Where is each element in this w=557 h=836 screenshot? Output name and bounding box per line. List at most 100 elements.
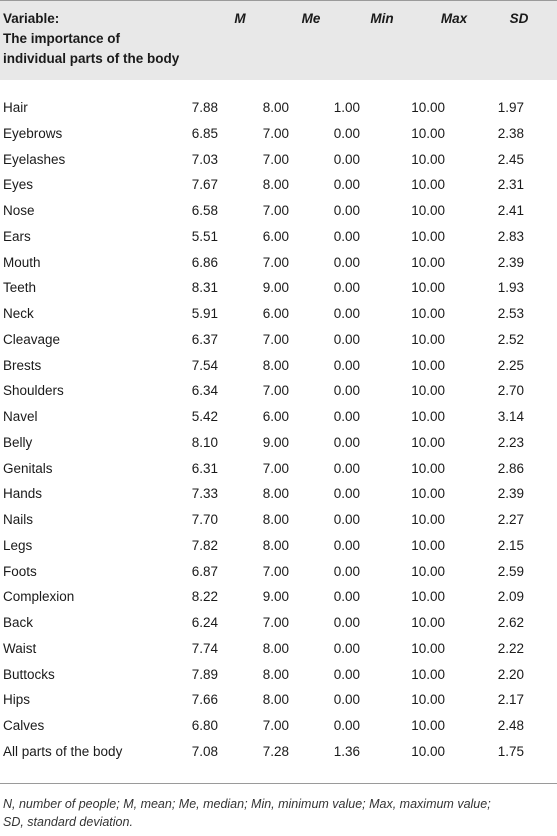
cell-sd: 2.31 xyxy=(497,177,524,193)
cell-mean: 6.86 xyxy=(191,254,218,270)
cell-min: 0.00 xyxy=(333,254,360,270)
header-sd: SD xyxy=(509,11,529,26)
cell-variable: Neck xyxy=(3,306,34,321)
cell-mean: 7.70 xyxy=(191,512,218,527)
cell-max: 10.00 xyxy=(411,434,445,450)
table-row: Cleavage 6.37 7.00 0.00 10.00 2.52 xyxy=(0,327,557,353)
cell-median: 8.00 xyxy=(262,666,289,682)
cell-max: 10.00 xyxy=(411,666,445,682)
cell-sd: 2.70 xyxy=(497,383,524,399)
cell-median: 8.00 xyxy=(262,486,289,502)
cell-min: 0.00 xyxy=(333,718,360,733)
table-row: Genitals 6.31 7.00 0.00 10.00 2.86 xyxy=(0,456,557,482)
cell-mean: 7.66 xyxy=(191,692,218,708)
table-footnote: N, number of people; M, mean; Me, median… xyxy=(3,795,555,831)
cell-max: 10.00 xyxy=(411,254,445,270)
cell-median: 7.28 xyxy=(262,743,289,759)
cell-max: 10.00 xyxy=(411,306,445,321)
cell-median: 9.00 xyxy=(262,434,289,450)
table-row: Buttocks 7.89 8.00 0.00 10.00 2.20 xyxy=(0,662,557,688)
table-row: Ears 5.51 6.00 0.00 10.00 2.83 xyxy=(0,224,557,250)
cell-sd: 2.83 xyxy=(497,228,524,244)
cell-min: 0.00 xyxy=(333,589,360,605)
cell-mean: 6.34 xyxy=(191,383,218,399)
table-row: Hands 7.33 8.00 0.00 10.00 2.39 xyxy=(0,481,557,507)
cell-median: 7.00 xyxy=(262,383,289,399)
cell-median: 8.00 xyxy=(262,177,289,193)
cell-min: 0.00 xyxy=(333,177,360,193)
cell-min: 0.00 xyxy=(333,151,360,167)
table-row: Teeth 8.31 9.00 0.00 10.00 1.93 xyxy=(0,275,557,301)
cell-variable: Complexion xyxy=(3,589,75,605)
cell-sd: 2.62 xyxy=(497,615,524,630)
cell-median: 7.00 xyxy=(262,203,289,218)
footnote-line1: N, number of people; M, mean; Me, median… xyxy=(3,797,491,811)
table-row: Nails 7.70 8.00 0.00 10.00 2.27 xyxy=(0,507,557,533)
cell-max: 10.00 xyxy=(411,486,445,502)
cell-max: 10.00 xyxy=(411,383,445,399)
cell-max: 10.00 xyxy=(411,692,445,708)
cell-median: 9.00 xyxy=(262,589,289,605)
cell-median: 8.00 xyxy=(262,100,289,115)
header-mean: M xyxy=(234,11,246,26)
table-header: Variable: The importance of individual p… xyxy=(0,0,557,80)
header-variable-line1: Variable: xyxy=(3,11,60,26)
cell-mean: 5.51 xyxy=(191,228,218,244)
cell-variable: Mouth xyxy=(3,254,41,270)
cell-variable: Hands xyxy=(3,486,43,502)
cell-min: 0.00 xyxy=(333,434,360,450)
cell-max: 10.00 xyxy=(411,177,445,193)
cell-max: 10.00 xyxy=(411,331,445,347)
cell-min: 0.00 xyxy=(333,280,360,296)
header-variable-line2: The importance of xyxy=(3,31,121,46)
cell-sd: 2.53 xyxy=(497,306,524,321)
cell-sd: 1.93 xyxy=(497,280,524,296)
cell-min: 0.00 xyxy=(333,409,360,424)
cell-mean: 7.08 xyxy=(191,743,218,759)
cell-sd: 2.38 xyxy=(497,125,524,141)
cell-variable: Nose xyxy=(3,203,35,218)
cell-min: 0.00 xyxy=(333,640,360,656)
cell-median: 9.00 xyxy=(262,280,289,296)
cell-variable: Brests xyxy=(3,357,42,373)
table-row: Calves 6.80 7.00 0.00 10.00 2.48 xyxy=(0,713,557,739)
cell-min: 0.00 xyxy=(333,486,360,502)
cell-min: 0.00 xyxy=(333,228,360,244)
cell-variable: Eyes xyxy=(3,177,34,193)
cell-median: 7.00 xyxy=(262,125,289,141)
cell-max: 10.00 xyxy=(411,203,445,218)
cell-variable: Buttocks xyxy=(3,666,55,682)
cell-sd: 2.39 xyxy=(497,254,524,270)
table-row: Eyelashes 7.03 7.00 0.00 10.00 2.45 xyxy=(0,147,557,173)
cell-sd: 2.86 xyxy=(497,460,524,476)
cell-median: 6.00 xyxy=(262,306,289,321)
cell-sd: 2.17 xyxy=(497,692,524,708)
cell-mean: 7.33 xyxy=(191,486,218,502)
cell-median: 7.00 xyxy=(262,254,289,270)
cell-max: 10.00 xyxy=(411,125,445,141)
cell-sd: 1.75 xyxy=(497,743,524,759)
cell-max: 10.00 xyxy=(411,460,445,476)
cell-variable: Cleavage xyxy=(3,331,61,347)
cell-variable: Belly xyxy=(3,434,33,450)
cell-median: 8.00 xyxy=(262,692,289,708)
table-row: Complexion 8.22 9.00 0.00 10.00 2.09 xyxy=(0,584,557,610)
cell-min: 0.00 xyxy=(333,666,360,682)
cell-mean: 7.82 xyxy=(191,537,218,553)
cell-mean: 6.31 xyxy=(191,460,218,476)
cell-sd: 2.48 xyxy=(497,718,524,733)
cell-min: 0.00 xyxy=(333,563,360,579)
cell-mean: 8.22 xyxy=(191,589,218,605)
cell-sd: 1.97 xyxy=(497,100,524,115)
cell-sd: 2.52 xyxy=(497,331,524,347)
cell-mean: 6.87 xyxy=(191,563,218,579)
cell-min: 0.00 xyxy=(333,512,360,527)
cell-max: 10.00 xyxy=(411,718,445,733)
cell-max: 10.00 xyxy=(411,615,445,630)
table-row: Back 6.24 7.00 0.00 10.00 2.62 xyxy=(0,610,557,636)
cell-median: 7.00 xyxy=(262,331,289,347)
cell-min: 0.00 xyxy=(333,383,360,399)
cell-variable: Ears xyxy=(3,228,31,244)
cell-mean: 5.42 xyxy=(191,409,218,424)
